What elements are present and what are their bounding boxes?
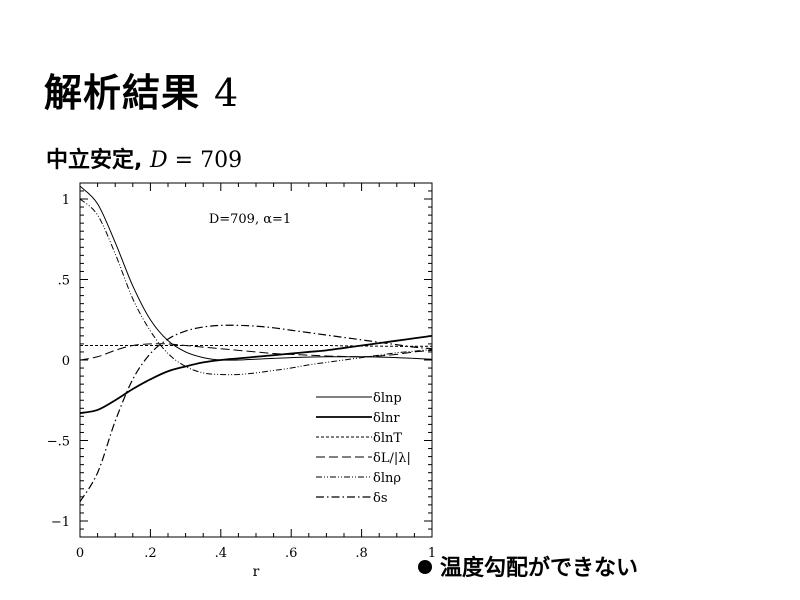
bullet-text: 温度勾配ができない [440, 556, 639, 581]
x-axis-label: r [253, 564, 260, 580]
x-tick-label: 1 [428, 546, 436, 561]
bullet-dot-icon [418, 560, 432, 574]
y-tick-label: 1 [62, 193, 70, 208]
y-tick-label: .5 [58, 274, 70, 289]
legend-label: δlnp [373, 391, 402, 406]
x-tick-label: 0 [76, 546, 84, 561]
bullet-point: 温度勾配ができない [418, 550, 638, 582]
x-tick-label: .4 [215, 546, 227, 561]
legend-label: δlnr [373, 411, 400, 426]
legend-label: δL/|λ| [373, 451, 411, 466]
series-line-6 [80, 324, 432, 502]
legend-label: δlnT [373, 431, 402, 446]
series-line-4 [80, 343, 432, 361]
subtitle-prefix: 中立安定, [46, 148, 143, 173]
chart-annotation: D=709, α=1 [209, 212, 291, 227]
series-line-1 [80, 185, 432, 361]
slide-title-number: 4 [214, 71, 240, 115]
y-tick-label: −1 [51, 515, 70, 530]
y-tick-label: −.5 [47, 435, 70, 450]
slide-subtitle: 中立安定, D = 709 [46, 142, 242, 174]
legend-label: δlnρ [373, 471, 401, 486]
x-tick-label: .8 [355, 546, 367, 561]
legend-label: δs [373, 491, 388, 506]
x-tick-label: .2 [144, 546, 156, 561]
series-line-3 [80, 344, 432, 347]
y-tick-label: 0 [62, 354, 70, 369]
slide-title: 解析結果 4 [44, 62, 239, 117]
x-tick-label: .6 [285, 546, 297, 561]
subtitle-variable: D [150, 148, 168, 173]
series-line-2 [80, 334, 432, 415]
subtitle-equation: = 709 [174, 148, 243, 173]
series-line-5 [80, 198, 432, 376]
slide-title-text: 解析結果 [44, 71, 201, 115]
